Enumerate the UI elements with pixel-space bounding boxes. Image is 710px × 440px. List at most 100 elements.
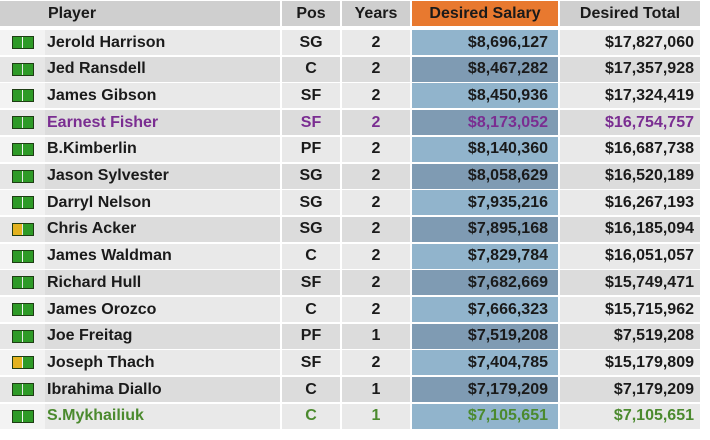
- desired-total: $16,520,189: [560, 163, 700, 189]
- status-cell: [0, 216, 45, 242]
- contract-years: 2: [342, 30, 410, 55]
- player-name: Ibrahima Diallo: [45, 377, 280, 403]
- desired-salary: $8,173,052: [412, 110, 558, 136]
- player-name: Richard Hull: [45, 270, 280, 296]
- player-name: Chris Acker: [45, 216, 280, 242]
- player-name: Joseph Thach: [45, 350, 280, 376]
- table-right-edge: [702, 0, 710, 440]
- player-pos: C: [282, 403, 340, 429]
- status-green-icon: [11, 383, 34, 397]
- desired-total: $16,051,057: [560, 243, 700, 269]
- contract-years: 1: [342, 377, 410, 403]
- player-pos: C: [282, 377, 340, 403]
- status-cell: [0, 323, 45, 349]
- contract-years: 2: [342, 136, 410, 162]
- desired-salary: $7,895,168: [412, 216, 558, 242]
- column-header-desired-total[interactable]: Desired Total: [560, 1, 700, 26]
- player-name: Darryl Nelson: [45, 190, 280, 216]
- desired-total: $17,324,419: [560, 83, 700, 109]
- contract-years: 2: [342, 110, 410, 136]
- column-divider: [410, 0, 412, 440]
- status-green-icon: [11, 303, 34, 316]
- table-row[interactable]: Darryl Nelson SG 2 $7,935,216 $16,267,193: [0, 190, 710, 216]
- table-header: Player Pos Years Desired Salary Desired …: [0, 1, 710, 26]
- player-name: Joe Freitag: [45, 323, 280, 349]
- status-cell: [0, 377, 45, 403]
- status-green-icon: [11, 249, 34, 263]
- table-row[interactable]: James Orozco C 2 $7,666,323 $15,715,962: [0, 297, 710, 322]
- desired-salary: $8,140,360: [412, 136, 558, 162]
- status-cell: [0, 83, 45, 109]
- desired-total: $16,687,738: [560, 136, 700, 162]
- desired-salary: $7,829,784: [412, 243, 558, 269]
- column-divider: [280, 0, 282, 440]
- desired-total: $17,357,928: [560, 56, 700, 82]
- table-row[interactable]: James Gibson SF 2 $8,450,936 $17,324,419: [0, 83, 710, 109]
- contract-years: 2: [342, 350, 410, 376]
- player-pos: SG: [282, 30, 340, 55]
- status-green-icon: [11, 36, 34, 49]
- status-green-icon: [11, 116, 34, 130]
- table-row[interactable]: Jerold Harrison SG 2 $8,696,127 $17,827,060: [0, 30, 710, 55]
- column-header-desired-salary[interactable]: Desired Salary: [412, 1, 558, 26]
- status-cell: [0, 350, 45, 376]
- desired-salary: $8,058,629: [412, 163, 558, 189]
- status-green-icon: [11, 89, 34, 103]
- player-pos: SG: [282, 163, 340, 189]
- status-yellow-icon: [11, 222, 34, 236]
- player-pos: C: [282, 56, 340, 82]
- player-name: S.Mykhailiuk: [45, 403, 280, 429]
- status-cell: [0, 163, 45, 189]
- table-row[interactable]: B.Kimberlin PF 2 $8,140,360 $16,687,738: [0, 136, 710, 162]
- player-pos: SF: [282, 83, 340, 109]
- contract-years: 1: [342, 323, 410, 349]
- table-row[interactable]: Joe Freitag PF 1 $7,519,208 $7,519,208: [0, 323, 710, 349]
- contract-years: 1: [342, 403, 410, 429]
- column-header-pos[interactable]: Pos: [282, 1, 340, 26]
- desired-total: $16,754,757: [560, 110, 700, 136]
- player-pos: SG: [282, 190, 340, 216]
- desired-salary: $7,179,209: [412, 377, 558, 403]
- table-row[interactable]: Earnest Fisher SF 2 $8,173,052 $16,754,757: [0, 110, 710, 136]
- desired-total: $16,185,094: [560, 216, 700, 242]
- status-green-icon: [11, 142, 34, 156]
- status-green-icon: [11, 409, 34, 423]
- contract-years: 2: [342, 83, 410, 109]
- column-header-years[interactable]: Years: [342, 1, 410, 26]
- column-divider: [340, 0, 342, 440]
- table-row[interactable]: Chris Acker SG 2 $7,895,168 $16,185,094: [0, 216, 710, 242]
- status-green-icon: [11, 196, 34, 210]
- player-pos: SF: [282, 270, 340, 296]
- player-pos: C: [282, 297, 340, 322]
- player-name: Jed Ransdell: [45, 56, 280, 82]
- column-header-player[interactable]: Player: [0, 1, 280, 26]
- table-row[interactable]: Richard Hull SF 2 $7,682,669 $15,749,471: [0, 270, 710, 296]
- player-pos: C: [282, 243, 340, 269]
- desired-salary: $8,450,936: [412, 83, 558, 109]
- desired-salary: $7,935,216: [412, 190, 558, 216]
- status-green-icon: [11, 329, 34, 343]
- column-divider: [558, 0, 560, 440]
- desired-total: $15,715,962: [560, 297, 700, 322]
- status-cell: [0, 297, 45, 322]
- table-row[interactable]: Joseph Thach SF 2 $7,404,785 $15,179,809: [0, 350, 710, 376]
- status-cell: [0, 110, 45, 136]
- player-pos: SG: [282, 216, 340, 242]
- table-row[interactable]: Ibrahima Diallo C 1 $7,179,209 $7,179,209: [0, 377, 710, 403]
- player-name: James Waldman: [45, 243, 280, 269]
- table-row[interactable]: Jed Ransdell C 2 $8,467,282 $17,357,928: [0, 56, 710, 82]
- table-row[interactable]: S.Mykhailiuk C 1 $7,105,651 $7,105,651: [0, 403, 710, 429]
- player-pos: SF: [282, 350, 340, 376]
- table-row[interactable]: James Waldman C 2 $7,829,784 $16,051,057: [0, 243, 710, 269]
- contract-years: 2: [342, 56, 410, 82]
- contract-years: 2: [342, 270, 410, 296]
- desired-total: $7,519,208: [560, 323, 700, 349]
- status-cell: [0, 136, 45, 162]
- contract-years: 2: [342, 163, 410, 189]
- table-row[interactable]: Jason Sylvester SG 2 $8,058,629 $16,520,189: [0, 163, 710, 189]
- player-name: Earnest Fisher: [45, 110, 280, 136]
- contract-years: 2: [342, 297, 410, 322]
- status-green-icon: [11, 276, 34, 290]
- desired-total: $15,179,809: [560, 350, 700, 376]
